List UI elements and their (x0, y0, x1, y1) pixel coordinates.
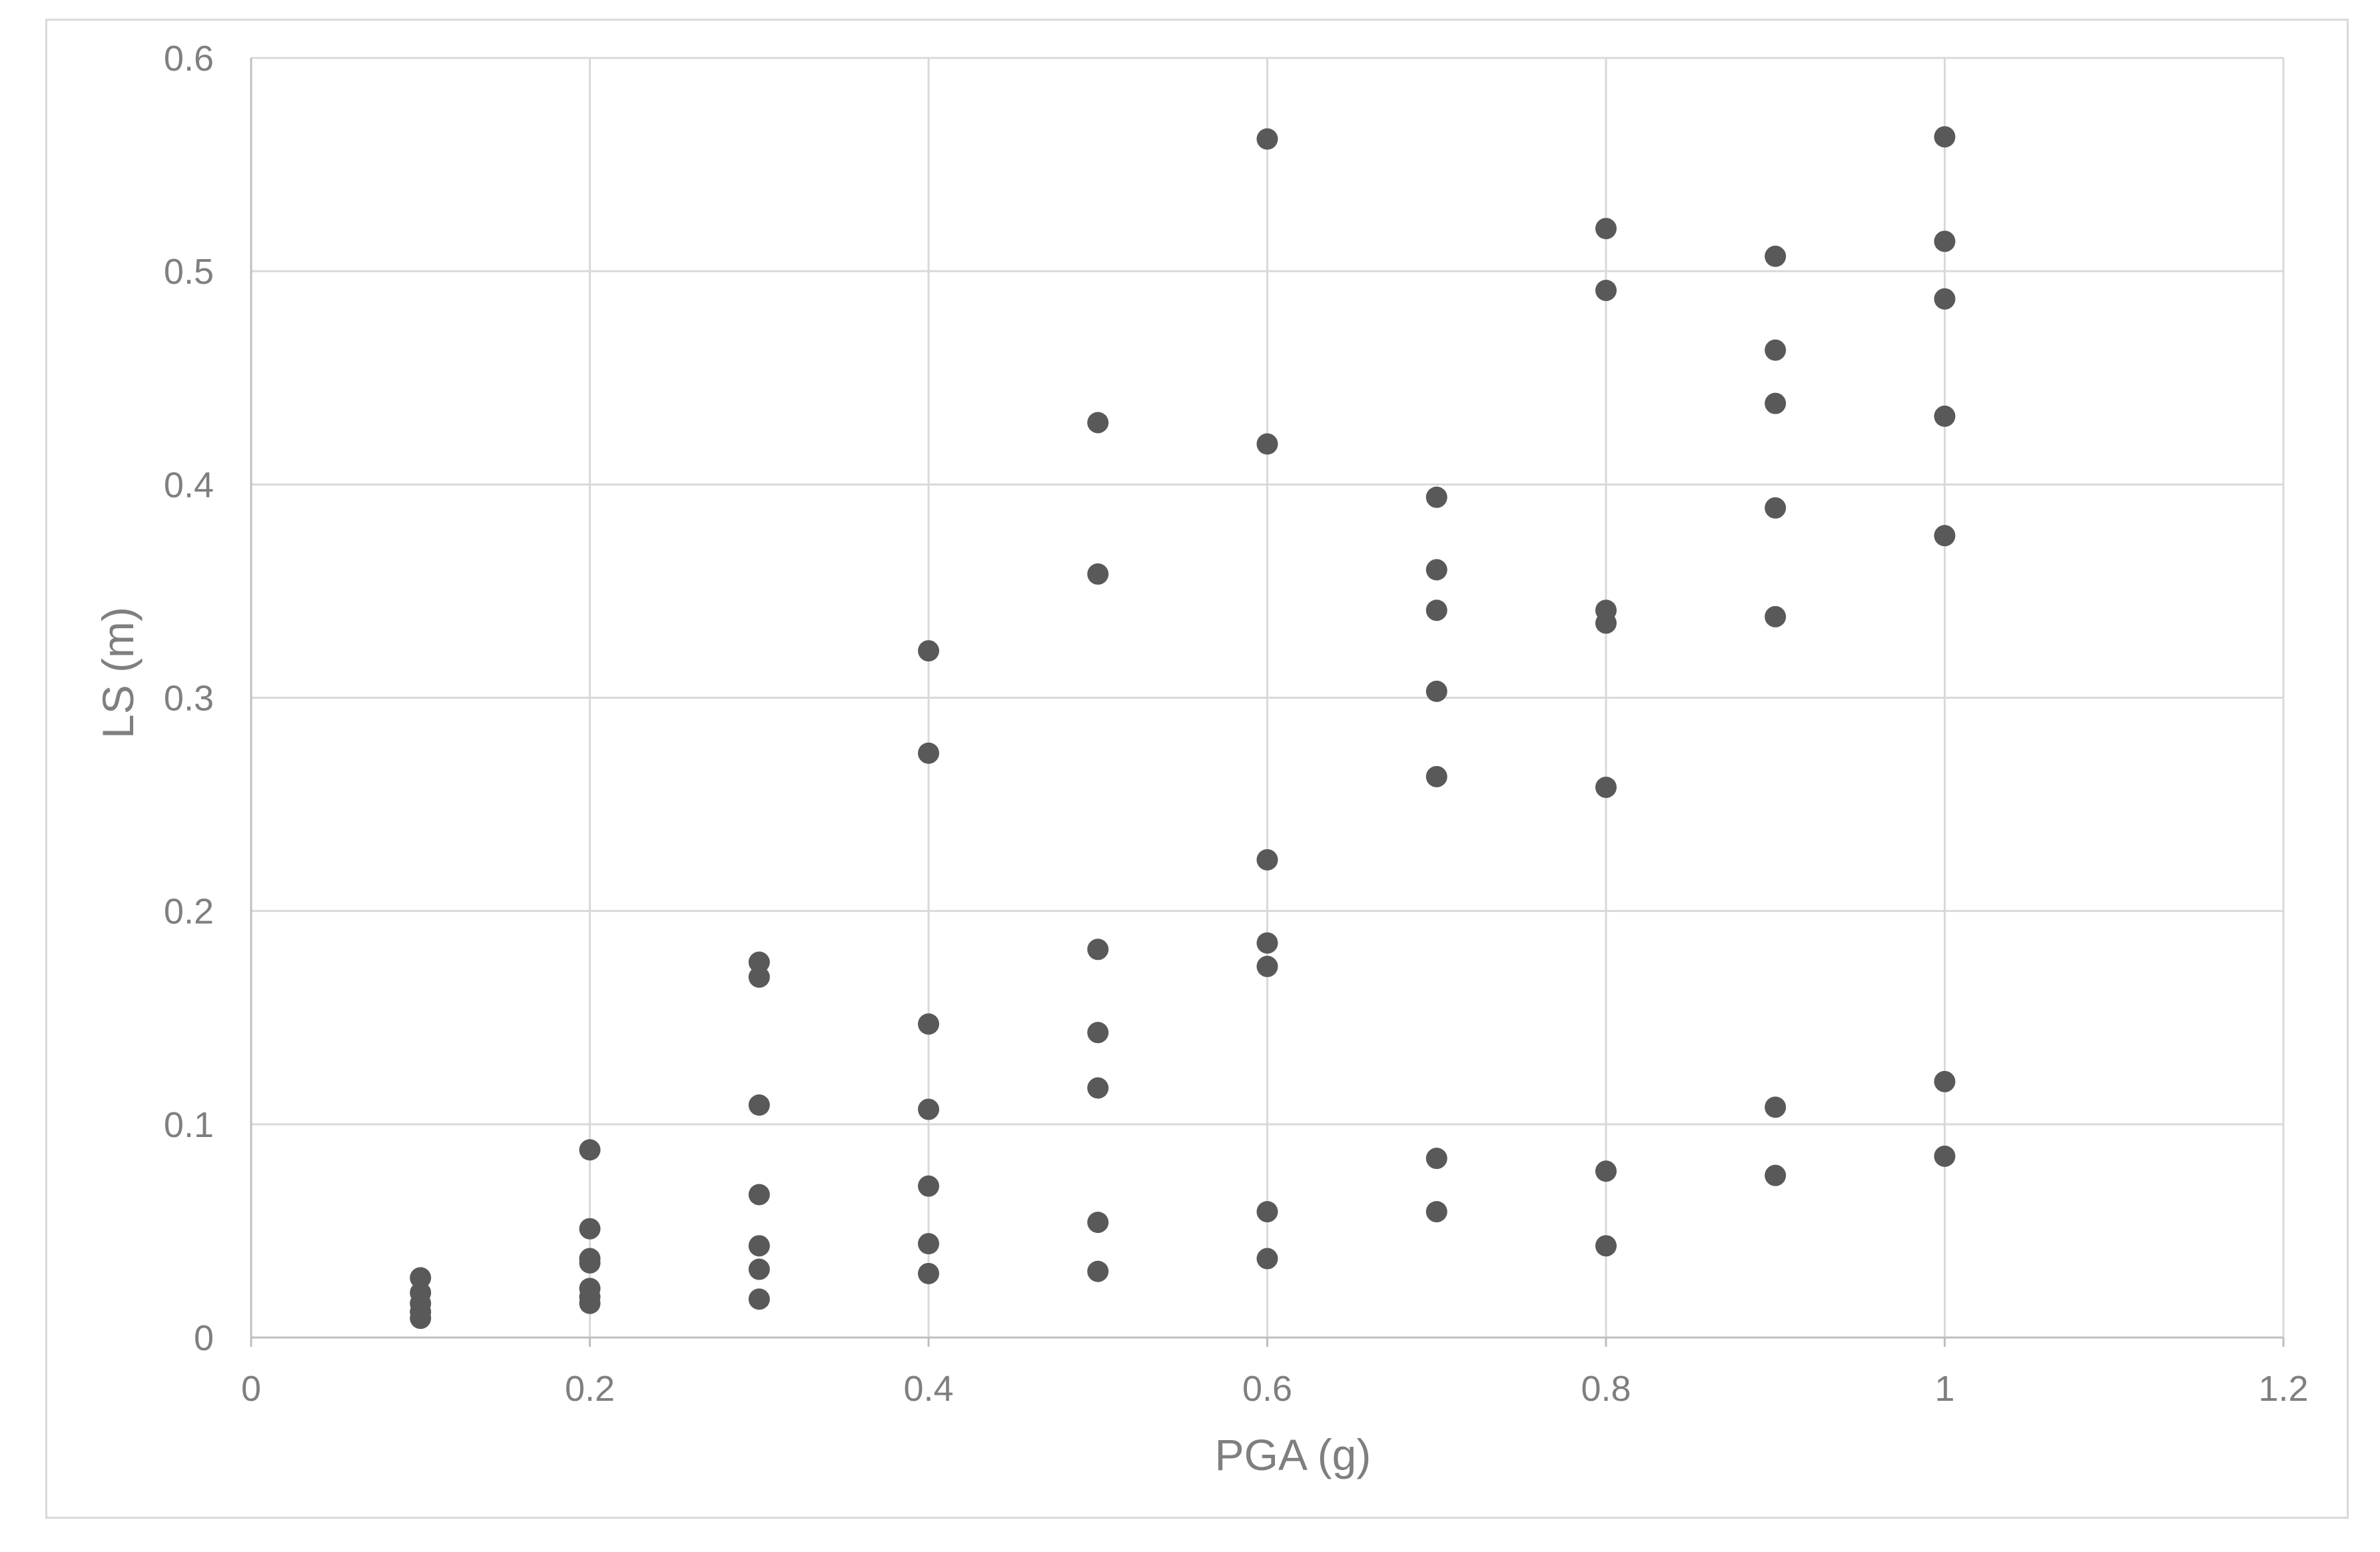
data-point (1765, 1164, 1786, 1186)
data-point (1765, 605, 1786, 627)
x-tick-label: 0.4 (903, 1369, 953, 1409)
data-point (748, 1258, 770, 1280)
x-tick-label: 0.8 (1581, 1369, 1631, 1409)
data-point (918, 1013, 939, 1035)
data-point (1087, 939, 1109, 961)
tick-labels: 0 0.1 0.2 0.3 0.4 0.5 0.6 0 0.2 0.4 0.6 0.8 1 1.2 (164, 39, 2309, 1409)
data-point (918, 1098, 939, 1120)
y-axis-title: LS (m) (93, 607, 143, 739)
data-point (1256, 932, 1278, 954)
data-point (918, 1233, 939, 1255)
data-point (410, 1308, 432, 1330)
x-tick-label: 0.2 (565, 1369, 615, 1409)
data-point (579, 1292, 601, 1314)
grid-lines (251, 57, 2285, 1338)
data-point (1934, 126, 1956, 148)
y-tick-label: 0.5 (164, 252, 214, 292)
data-point (1934, 288, 1956, 310)
data-point (1765, 1096, 1786, 1118)
data-point (918, 742, 939, 764)
data-point (1595, 218, 1617, 240)
chart-frame (45, 19, 2349, 1519)
y-tick-label: 0.3 (164, 679, 214, 719)
x-tick-label: 0 (241, 1369, 261, 1409)
data-point (1425, 559, 1447, 581)
data-point (1087, 563, 1109, 585)
data-point (1595, 279, 1617, 301)
data-point (1765, 339, 1786, 361)
data-point (1425, 1148, 1447, 1170)
y-tick-label: 0.1 (164, 1105, 214, 1145)
data-point (1256, 955, 1278, 977)
x-tick-label: 1 (1934, 1369, 1954, 1409)
y-tick-label: 0.4 (164, 465, 214, 505)
data-point (1425, 765, 1447, 787)
data-point (1934, 405, 1956, 427)
data-point (1934, 525, 1956, 547)
data-point (1087, 1022, 1109, 1044)
data-point (1256, 1201, 1278, 1223)
data-point (579, 1218, 601, 1240)
x-axis-title: PGA (g) (1215, 1430, 1372, 1479)
data-point (1425, 486, 1447, 508)
data-point (748, 966, 770, 988)
data-point (748, 1184, 770, 1206)
data-point (1256, 1248, 1278, 1270)
data-point (748, 1094, 770, 1116)
data-point (1765, 392, 1786, 414)
data-point (1765, 245, 1786, 267)
data-point (1934, 230, 1956, 252)
axes (250, 58, 2285, 1347)
data-point (918, 1262, 939, 1284)
data-point (1595, 776, 1617, 798)
y-tick-label: 0.2 (164, 892, 214, 932)
data-point (1595, 1160, 1617, 1182)
data-point (748, 951, 770, 973)
data-point (410, 1267, 432, 1289)
data-point (1256, 433, 1278, 455)
x-tick-label: 1.2 (2258, 1369, 2308, 1409)
data-point (918, 640, 939, 662)
x-tick-label: 0.6 (1242, 1369, 1292, 1409)
data-point (1087, 1212, 1109, 1234)
data-point (748, 1288, 770, 1310)
data-point (1934, 1145, 1956, 1167)
data-point (1595, 1235, 1617, 1257)
data-point (1425, 680, 1447, 702)
data-point (1256, 849, 1278, 871)
data-point (579, 1252, 601, 1274)
data-point (579, 1139, 601, 1161)
data-point (1256, 128, 1278, 150)
data-point (748, 1235, 770, 1257)
data-point (1087, 1077, 1109, 1099)
data-point (918, 1175, 939, 1197)
data-point (1765, 497, 1786, 519)
data-point (1425, 599, 1447, 621)
y-tick-label: 0 (194, 1318, 214, 1358)
data-point (1595, 612, 1617, 634)
data-point (1934, 1070, 1956, 1092)
data-points (410, 126, 1956, 1330)
y-tick-label: 0.6 (164, 39, 214, 79)
data-point (1087, 1260, 1109, 1282)
data-point (1087, 412, 1109, 434)
data-point (1425, 1201, 1447, 1223)
